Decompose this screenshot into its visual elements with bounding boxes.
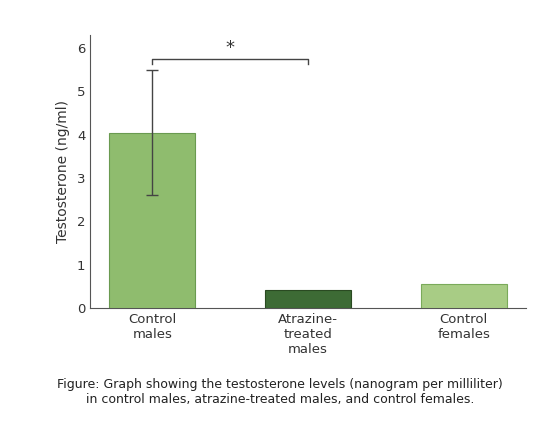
Bar — [421, 284, 507, 308]
Y-axis label: Testosterone (ng/ml): Testosterone (ng/ml) — [56, 100, 70, 243]
Bar — [109, 132, 195, 308]
Bar — [265, 290, 351, 308]
Text: Figure: Graph showing the testosterone levels (nanogram per milliliter)
in contr: Figure: Graph showing the testosterone l… — [57, 378, 503, 407]
Text: *: * — [226, 39, 235, 57]
